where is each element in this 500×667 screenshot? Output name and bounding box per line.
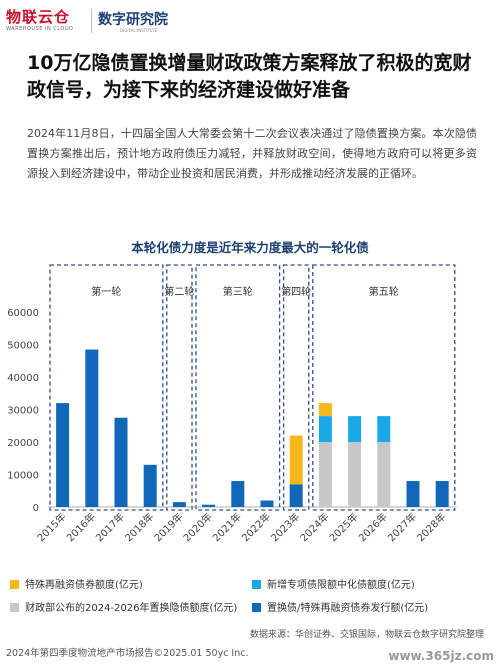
bar-mof_quota-10 [348, 442, 362, 507]
chart-title: 本轮化债力度是近年来力度最大的一轮化债 [131, 240, 369, 255]
legend-swatch-mof-quota [10, 603, 19, 612]
period-box-1 [49, 264, 164, 511]
period-label-2: 第二轮 [164, 285, 194, 298]
y-tick-label: 20000 [7, 438, 39, 449]
legend-swatch-special-refi [10, 580, 19, 589]
x-tick-label: 2019年 [151, 510, 185, 544]
header: 物联云仓 WAREHOUSE IN CLOUD 数字研究院 DIGITAL IN… [0, 0, 500, 40]
period-label-4: 第四轮 [281, 285, 311, 298]
x-tick-label: 2025年 [326, 510, 360, 544]
bar-mof_quota-11 [377, 442, 391, 507]
y-tick-label: 30000 [7, 406, 39, 417]
period-label-1: 第一轮 [91, 285, 121, 298]
x-tick-label: 2028年 [414, 510, 448, 544]
legend-item-special-refi: 特殊再融资债券额度(亿元) [10, 576, 143, 591]
legend-label-mof-quota: 财政部公布的2024-2026年置换隐债额度(亿元) [25, 603, 238, 614]
bar-special_refi-9 [318, 403, 332, 417]
x-tick-label: 2016年 [64, 510, 98, 544]
bar-replacement-5 [202, 504, 216, 507]
legend-label-special-refi: 特殊再融资债券额度(亿元) [25, 580, 143, 591]
x-tick-label: 2017年 [93, 510, 127, 544]
bar-new_special-11 [377, 416, 391, 443]
x-tick-label: 2023年 [268, 510, 302, 544]
data-source: 数据来源：华创证券、交银国际，物联云仓数字研究院整理 [249, 630, 484, 640]
watermark: www.365jz.com [388, 649, 494, 663]
legend-item-mof-quota: 财政部公布的2024-2026年置换隐债额度(亿元) [10, 599, 237, 614]
page-title: 10万亿隐债置换增量财政政策方案释放了积极的宽财政信号，为接下来的经济建设做好准… [27, 52, 472, 101]
bar-mof_quota-9 [318, 442, 332, 507]
x-tick-label: 2021年 [210, 510, 244, 544]
intro-paragraph: 2024年11月8日，十四届全国人大常委会第十二次会议表决通过了隐债置换方案。本… [27, 127, 477, 180]
bar-replacement-3 [143, 464, 157, 507]
legend-swatch-replacement [252, 603, 261, 612]
legend-item-replacement: 置换债/特殊再融资债券发行额(亿元) [252, 599, 428, 614]
bar-replacement-6 [231, 481, 245, 507]
stacked-bar-chart: 0 10000 20000 30000 40000 50000 60000 第一轮 第二轮 第三轮… [7, 264, 457, 544]
legend-swatch-new-special [252, 580, 261, 589]
y-tick-label: 50000 [7, 341, 39, 352]
x-tick-label: 2015年 [34, 510, 68, 544]
x-tick-label: 2020年 [180, 510, 214, 544]
y-tick-label: 10000 [7, 471, 39, 482]
bar-replacement-12 [406, 481, 420, 507]
logo-divider [91, 9, 92, 33]
bar-replacement-7 [260, 500, 274, 507]
y-tick-label: 60000 [7, 308, 39, 319]
period-box-4 [282, 264, 310, 511]
period-box-3 [195, 264, 281, 511]
y-tick-label: 0 [33, 503, 39, 514]
x-tick-label: 2024年 [297, 510, 331, 544]
legend-label-new-special: 新增专项债限额中化债额度(亿元) [267, 580, 415, 591]
bar-replacement-1 [85, 349, 99, 507]
bar-special_refi-8 [289, 435, 303, 485]
bar-new_special-10 [348, 416, 362, 443]
bar-replacement-2 [114, 417, 128, 507]
institute-logo: 数字研究院 [98, 12, 168, 28]
x-tick-label: 2027年 [385, 510, 419, 544]
x-tick-label: 2026年 [356, 510, 390, 544]
institute-logo-subtitle: DIGITAL INSTITUTE [120, 28, 158, 33]
x-tick-label: 2022年 [239, 510, 273, 544]
bar-replacement-13 [435, 481, 449, 507]
brand-logo-subtitle: WAREHOUSE IN CLOUD [6, 26, 74, 32]
legend-item-new-special: 新增专项债限额中化债额度(亿元) [252, 576, 415, 591]
y-tick-label: 40000 [7, 373, 39, 384]
bar-new_special-9 [318, 416, 332, 443]
period-box-5 [312, 264, 456, 511]
brand-logo: 物联云仓 [6, 8, 71, 26]
x-tick-label: 2018年 [122, 510, 156, 544]
bar-replacement-4 [172, 502, 186, 507]
period-label-3: 第三轮 [223, 285, 253, 298]
period-box-2 [166, 264, 193, 511]
chart-legend: 特殊再融资债券额度(亿元) 新增专项债限额中化债额度(亿元) 财政部公布的202… [0, 572, 500, 622]
period-label-5: 第五轮 [369, 285, 399, 298]
bar-replacement-0 [56, 403, 70, 507]
footer-text: 2024年第四季度物流地产市场报告©2025.01 50yc Inc. [6, 648, 249, 659]
bar-replacement-8 [289, 484, 303, 507]
legend-label-replacement: 置换债/特殊再融资债券发行额(亿元) [267, 603, 429, 614]
